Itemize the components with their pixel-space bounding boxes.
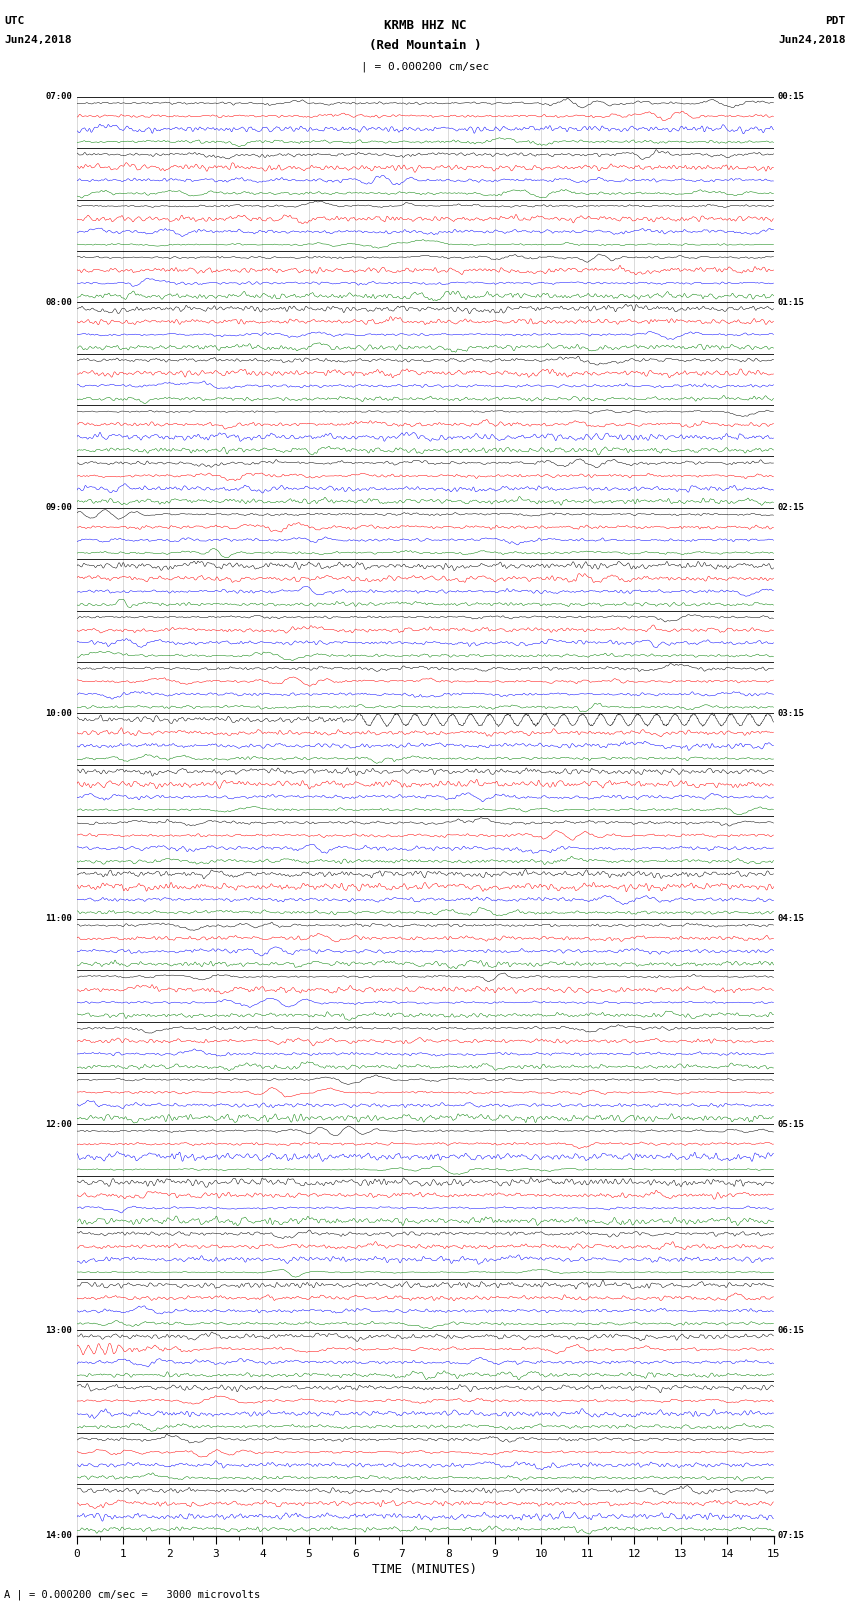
Text: 05:15: 05:15 xyxy=(778,1119,805,1129)
Text: 02:15: 02:15 xyxy=(778,503,805,513)
Text: 07:15: 07:15 xyxy=(778,1531,805,1540)
Text: 04:15: 04:15 xyxy=(778,915,805,924)
Text: 01:15: 01:15 xyxy=(778,298,805,306)
Text: A | = 0.000200 cm/sec =   3000 microvolts: A | = 0.000200 cm/sec = 3000 microvolts xyxy=(4,1589,260,1600)
Text: 14:00: 14:00 xyxy=(45,1531,72,1540)
Text: Jun24,2018: Jun24,2018 xyxy=(4,35,71,45)
Text: 00:15: 00:15 xyxy=(778,92,805,102)
Text: UTC: UTC xyxy=(4,16,25,26)
Text: 06:15: 06:15 xyxy=(778,1326,805,1334)
Text: (Red Mountain ): (Red Mountain ) xyxy=(369,39,481,52)
Text: Jun24,2018: Jun24,2018 xyxy=(779,35,846,45)
Text: 10:00: 10:00 xyxy=(45,708,72,718)
Text: KRMB HHZ NC: KRMB HHZ NC xyxy=(383,19,467,32)
X-axis label: TIME (MINUTES): TIME (MINUTES) xyxy=(372,1563,478,1576)
Text: 03:15: 03:15 xyxy=(778,708,805,718)
Text: PDT: PDT xyxy=(825,16,846,26)
Text: 09:00: 09:00 xyxy=(45,503,72,513)
Text: 08:00: 08:00 xyxy=(45,298,72,306)
Text: 13:00: 13:00 xyxy=(45,1326,72,1334)
Text: | = 0.000200 cm/sec: | = 0.000200 cm/sec xyxy=(361,61,489,73)
Text: 12:00: 12:00 xyxy=(45,1119,72,1129)
Text: 07:00: 07:00 xyxy=(45,92,72,102)
Text: 11:00: 11:00 xyxy=(45,915,72,924)
